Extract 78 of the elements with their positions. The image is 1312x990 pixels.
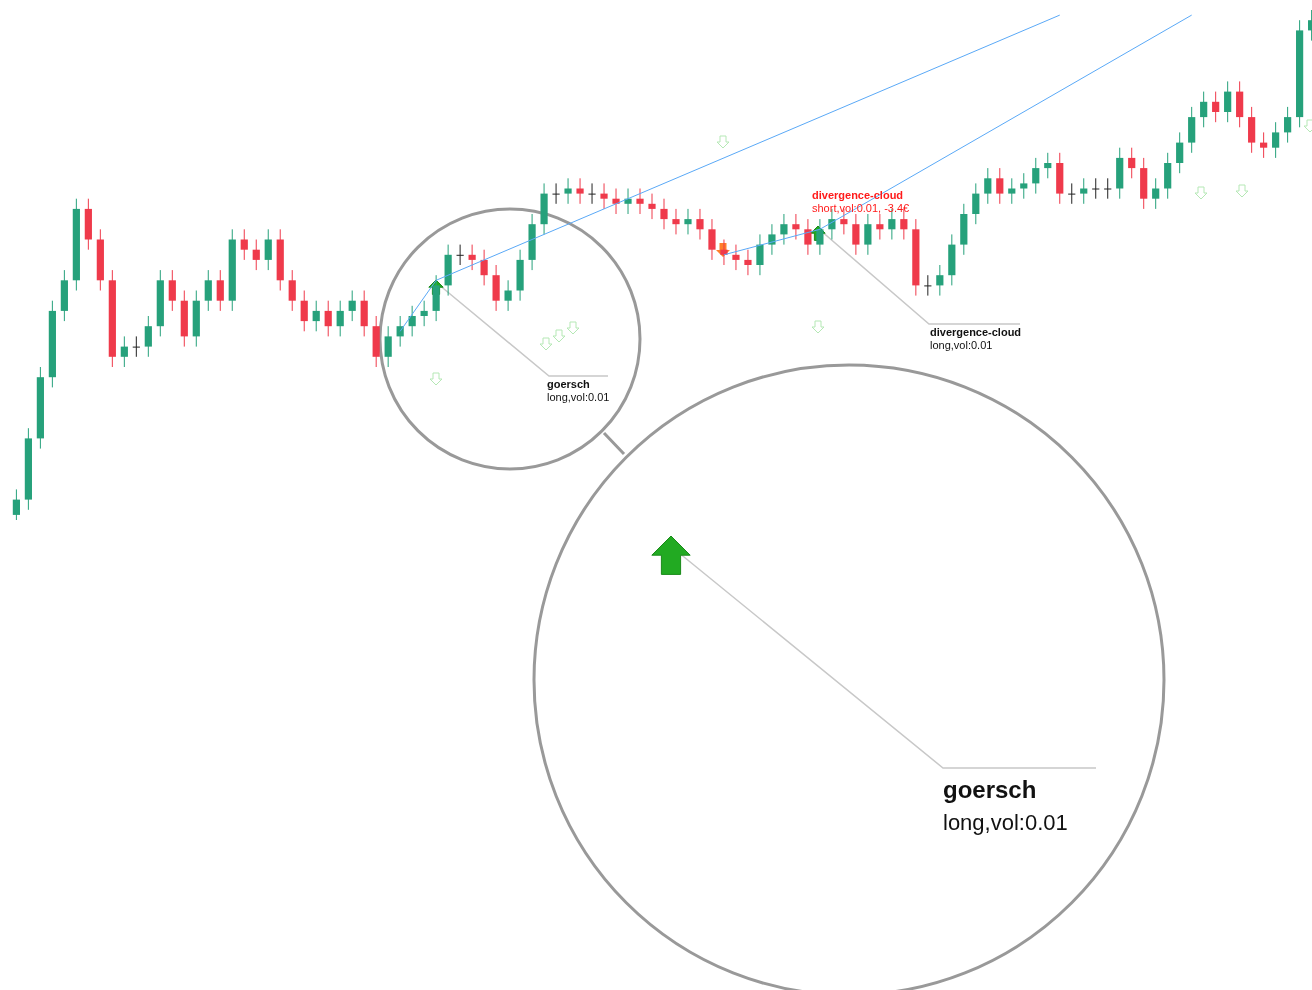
candlestick bbox=[552, 182, 560, 205]
candlestick bbox=[600, 182, 608, 210]
candlestick bbox=[1044, 152, 1052, 179]
candlestick bbox=[408, 305, 416, 337]
candlestick bbox=[972, 182, 980, 225]
candlestick bbox=[636, 188, 644, 215]
candlestick bbox=[720, 239, 728, 266]
candlestick bbox=[864, 213, 872, 256]
candlestick bbox=[504, 279, 512, 312]
annotation: long,vol:0.01 bbox=[930, 339, 993, 351]
candlestick bbox=[240, 228, 248, 261]
candlestick bbox=[384, 325, 392, 368]
candlestick bbox=[816, 218, 824, 256]
candlestick bbox=[660, 198, 668, 230]
candlestick bbox=[564, 177, 572, 205]
candlestick bbox=[324, 300, 332, 337]
candlestick bbox=[588, 182, 596, 205]
candlestick bbox=[1080, 177, 1088, 205]
candlestick bbox=[288, 269, 296, 312]
candlestick bbox=[12, 488, 20, 521]
candlestick bbox=[648, 193, 656, 220]
annotation: long,vol:0.01 bbox=[547, 391, 610, 403]
candlestick bbox=[1152, 177, 1160, 210]
candlestick bbox=[336, 300, 344, 337]
annotation: divergence-cloud bbox=[812, 189, 904, 201]
annotation: short,vol:0.01, -3.4€ bbox=[812, 202, 910, 214]
candlestick bbox=[1032, 157, 1040, 195]
candlestick bbox=[1272, 121, 1280, 159]
candlestick bbox=[984, 167, 992, 205]
candlestick bbox=[1212, 91, 1220, 123]
candlestick bbox=[672, 208, 680, 235]
candlestick bbox=[780, 213, 788, 246]
candlestick bbox=[804, 218, 812, 256]
candlestick bbox=[1176, 131, 1184, 174]
annotation: goersch bbox=[547, 378, 591, 390]
candlestick bbox=[768, 223, 776, 256]
candlestick bbox=[1260, 131, 1268, 159]
candlestick bbox=[132, 335, 140, 358]
candlestick bbox=[1008, 177, 1016, 205]
candlestick bbox=[684, 208, 692, 235]
candlestick bbox=[216, 269, 224, 312]
candlestick bbox=[876, 213, 884, 240]
candlestick bbox=[348, 290, 356, 322]
candlestick bbox=[612, 188, 620, 215]
candlestick bbox=[1104, 177, 1112, 200]
candlestick bbox=[420, 300, 428, 327]
candlestick bbox=[1284, 106, 1292, 144]
candlestick bbox=[696, 208, 704, 240]
candlestick bbox=[1020, 172, 1028, 200]
candlestick bbox=[480, 249, 488, 286]
candlestick bbox=[996, 167, 1004, 205]
candlestick bbox=[852, 213, 860, 256]
candlestick bbox=[204, 269, 212, 312]
candlestick bbox=[1224, 80, 1232, 123]
candlestick bbox=[1092, 177, 1100, 200]
candlestick bbox=[144, 315, 152, 358]
candlestick bbox=[1128, 147, 1136, 179]
candlestick bbox=[456, 244, 464, 266]
candlestick bbox=[252, 239, 260, 271]
candlestick bbox=[300, 290, 308, 332]
candlestick bbox=[120, 335, 128, 368]
annotation: divergence-cloud bbox=[930, 326, 1022, 338]
candlestick bbox=[312, 300, 320, 332]
text: long,vol:0.01 bbox=[943, 810, 1068, 835]
candlestick bbox=[732, 244, 740, 271]
candlestick bbox=[756, 233, 764, 276]
candlestick bbox=[744, 249, 752, 276]
candlestick bbox=[264, 228, 272, 271]
candlestick bbox=[792, 213, 800, 240]
candlestick bbox=[924, 274, 932, 297]
candlestick bbox=[576, 177, 584, 205]
candlestick bbox=[468, 244, 476, 271]
candlestick bbox=[936, 264, 944, 297]
candlestick bbox=[1200, 91, 1208, 128]
candlestick bbox=[708, 218, 716, 261]
text: goersch bbox=[943, 776, 1037, 803]
candlestick bbox=[1068, 182, 1076, 205]
candlestick bbox=[168, 269, 176, 312]
